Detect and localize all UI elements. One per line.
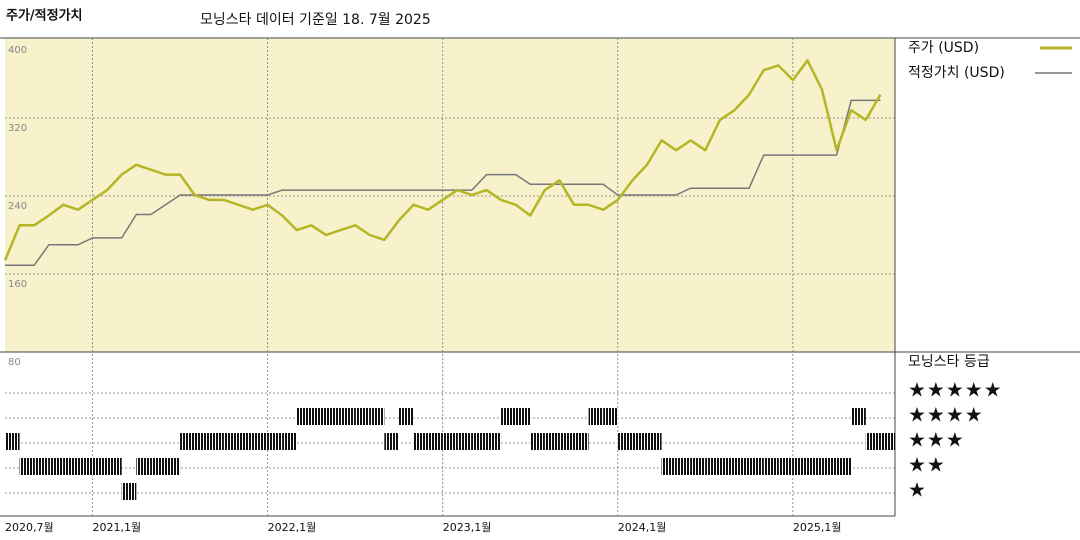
x-tick-label: 2021,1월 (93, 521, 142, 534)
rating-bar (661, 458, 677, 475)
rating-bar (48, 458, 64, 475)
rating-bar (136, 458, 151, 475)
series-line (5, 99, 881, 266)
series-line (3, 59, 882, 261)
rating-bar (34, 458, 49, 475)
x-tick-label: 2025,1월 (793, 521, 842, 534)
rating-bar (851, 408, 866, 425)
rating-bar (165, 458, 181, 475)
rating-bar (63, 458, 78, 475)
rating-bar (369, 408, 385, 425)
rating-bar (676, 458, 691, 475)
x-tick-label: 2023,1월 (443, 521, 492, 534)
rating-bar (530, 433, 545, 450)
rating-bar (544, 433, 560, 450)
chart-subtitle: 모닝스타 데이터 기준일 18. 7월 2025 (200, 12, 431, 28)
rating-bar (588, 408, 604, 425)
rating-label: ★ (908, 478, 927, 502)
rating-bar (296, 408, 312, 425)
legend-label: 적정가치 (USD) (908, 65, 1005, 81)
rating-bar (865, 433, 881, 450)
legend-label: 주가 (USD) (908, 40, 979, 56)
rating-bar (486, 433, 502, 450)
rating-bar (501, 408, 516, 425)
x-tick-label: 2022,1월 (268, 521, 317, 534)
rating-bar (822, 458, 837, 475)
rating-bar (253, 433, 268, 450)
rating-bar (807, 458, 823, 475)
rating-bar (574, 433, 589, 450)
rating-bar (763, 458, 779, 475)
rating-bar (792, 458, 808, 475)
rating-label: ★★ (908, 453, 946, 477)
rating-bar (559, 433, 575, 450)
rating-label: ★★★ (908, 428, 965, 452)
rating-bar (442, 433, 458, 450)
rating-bar (617, 433, 633, 450)
rating-bar (413, 433, 429, 450)
chart-title: 주가/적정가치 (6, 8, 83, 24)
rating-bar (778, 458, 793, 475)
rating-bar (209, 433, 224, 450)
rating-label: ★★★★ (908, 403, 984, 427)
rating-bar (646, 433, 662, 450)
rating-bar (734, 458, 750, 475)
rating-bar (457, 433, 472, 450)
rating-bar (515, 408, 531, 425)
y-tick-label: 80 (8, 357, 21, 368)
rating-bar (880, 433, 895, 450)
y-tick-label: 240 (8, 201, 27, 212)
rating-bar (384, 433, 399, 450)
y-tick-label: 160 (8, 279, 27, 290)
rating-bar (180, 433, 195, 450)
ratings-title: 모닝스타 등급 (908, 354, 990, 370)
rating-bar (121, 483, 137, 500)
rating-bar (471, 433, 487, 450)
rating-bar (5, 433, 20, 450)
rating-bar (267, 433, 283, 450)
rating-label: ★★★★★ (908, 378, 1003, 402)
rating-bar (632, 433, 647, 450)
rating-bar (719, 458, 735, 475)
rating-bar (311, 408, 326, 425)
rating-bar (19, 458, 35, 475)
rating-bar (325, 408, 341, 425)
y-tick-label: 400 (8, 45, 27, 56)
rating-bar (428, 433, 443, 450)
rating-bar (194, 433, 210, 450)
rating-bar (282, 433, 297, 450)
y-tick-label: 320 (8, 123, 27, 134)
rating-bar (77, 458, 93, 475)
rating-bar (705, 458, 720, 475)
x-tick-label: 2024,1월 (618, 521, 667, 534)
x-tick-label: 2020,7월 (5, 521, 54, 534)
rating-bar (107, 458, 122, 475)
rating-bar (836, 458, 852, 475)
rating-bar (603, 408, 618, 425)
rating-bar (238, 433, 254, 450)
rating-bar (340, 408, 356, 425)
rating-bar (690, 458, 706, 475)
rating-bar (355, 408, 370, 425)
rating-bar (92, 458, 108, 475)
rating-bar (749, 458, 764, 475)
rating-bar (398, 408, 414, 425)
rating-bar (150, 458, 166, 475)
rating-bar (223, 433, 239, 450)
